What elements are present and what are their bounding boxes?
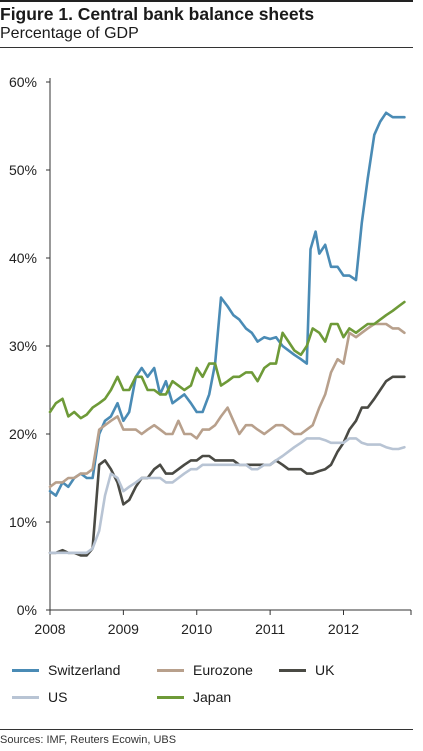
y-tick-label: 30%	[9, 338, 37, 354]
series-line-eurozone	[48, 322, 406, 489]
y-tick-label: 10%	[9, 514, 37, 530]
legend-item-japan: Japan	[157, 689, 231, 705]
y-tick-label: 20%	[9, 426, 37, 442]
legend-swatch-uk	[279, 668, 306, 672]
legend-swatch-japan	[157, 695, 184, 699]
legend-item-switzerland: Switzerland	[12, 662, 120, 678]
figure-title: Figure 1. Central bank balance sheets	[0, 4, 315, 24]
y-tick-label: 40%	[9, 250, 37, 266]
x-tick-label: 2011	[255, 621, 285, 637]
legend-label-japan: Japan	[193, 689, 232, 705]
legend-label-eurozone: Eurozone	[193, 662, 253, 678]
legend-item-uk: UK	[279, 662, 334, 678]
legend-label-switzerland: Switzerland	[48, 662, 121, 678]
chart-legend: Switzerland Eurozone UK US Japan	[0, 655, 413, 715]
subtitle-rule	[0, 47, 413, 48]
series-line-us	[48, 437, 406, 555]
legend-label-uk: UK	[315, 662, 335, 678]
figure-subtitle: Percentage of GDP	[0, 25, 139, 42]
legend-swatch-us	[12, 695, 39, 699]
legend-swatch-switzerland	[12, 668, 39, 672]
line-chart: 0% 10% 20% 30% 40% 50% 60% 2008 2009 2010 2011 2012	[9, 74, 412, 637]
legend-swatch-eurozone	[157, 668, 184, 672]
x-tick-label: 2012	[328, 621, 359, 637]
source-note: Sources: IMF, Reuters Ecowin, UBS	[0, 734, 177, 746]
series-line-switzerland	[48, 111, 406, 497]
top-rule	[0, 0, 413, 2]
y-tick-label: 60%	[9, 74, 37, 90]
x-tick-label: 2009	[108, 621, 139, 637]
y-tick-label: 0%	[17, 602, 37, 618]
x-tick-label: 2008	[34, 621, 65, 637]
series-line-uk	[48, 375, 406, 557]
y-tick-label: 50%	[9, 162, 37, 178]
x-tick-label: 2010	[181, 621, 212, 637]
series-line-japan	[48, 300, 406, 420]
legend-label-us: US	[48, 689, 68, 705]
source-rule	[0, 729, 413, 730]
legend-item-us: US	[12, 689, 67, 705]
legend-item-eurozone: Eurozone	[157, 662, 253, 678]
